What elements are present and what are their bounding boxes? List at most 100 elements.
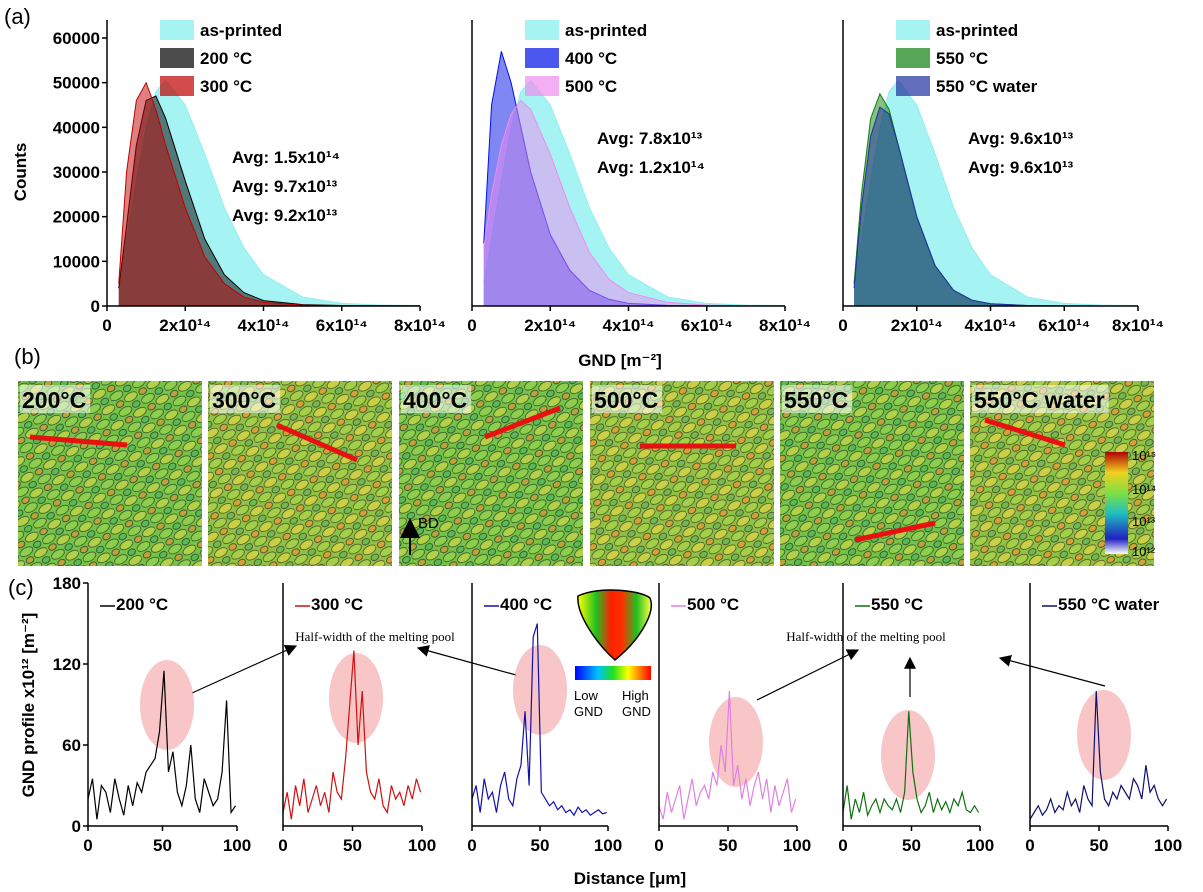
x-tick-label: 50 xyxy=(531,836,550,855)
highlight xyxy=(709,697,763,787)
legend-label: as-printed xyxy=(565,21,647,40)
scan-line xyxy=(484,405,561,440)
y-tick-label: 60000 xyxy=(53,29,100,48)
legend-label: 550 °C water xyxy=(1058,595,1160,614)
y-axis-label: Counts xyxy=(11,143,30,202)
x-tick-label: 100 xyxy=(223,836,251,855)
legend-label: 200 °C xyxy=(116,595,168,614)
area-fill xyxy=(118,82,421,307)
x-tick-label: 0 xyxy=(838,836,847,855)
y-tick-label: 30000 xyxy=(53,163,100,182)
micrograph-label: 300°C xyxy=(212,387,276,413)
legend-label: 300 °C xyxy=(311,595,363,614)
x-tick-label: 50 xyxy=(343,836,362,855)
x-tick-label: 100 xyxy=(1154,836,1182,855)
x-axis-label: GND [m⁻²] xyxy=(578,351,662,370)
annotation: Avg: 9.7x10¹³ xyxy=(232,177,338,196)
label-bg xyxy=(20,385,91,413)
x-tick-label: 50 xyxy=(719,836,738,855)
highlight xyxy=(513,645,567,735)
x-tick-label: 8x10¹⁴ xyxy=(1112,316,1164,335)
x-tick-label: 2x10¹⁴ xyxy=(891,316,943,335)
line xyxy=(282,650,422,820)
x-tick-label: 4x10¹⁴ xyxy=(603,316,655,335)
inset: Low GND High GND xyxy=(574,589,652,719)
label-bg xyxy=(972,385,1109,413)
highlight xyxy=(1077,690,1131,780)
x-tick-label: 50 xyxy=(1090,836,1109,855)
x-tick-label: 4x10¹⁴ xyxy=(965,316,1017,335)
panel-label: (a) xyxy=(4,4,31,29)
panel-label: (b) xyxy=(14,344,41,369)
x-tick-label: 6x10¹⁴ xyxy=(1038,316,1090,335)
legend-label: as-printed xyxy=(200,21,282,40)
bd-label: BD xyxy=(418,515,439,532)
legend-swatch xyxy=(896,48,930,68)
annotation: Avg: 9.6x10¹³ xyxy=(968,129,1074,148)
colorbar-label: 10¹² xyxy=(1132,544,1156,559)
annotation: Avg: 1.5x10¹⁴ xyxy=(232,148,340,167)
y-tick-label: 50000 xyxy=(53,74,100,93)
x-tick-label: 100 xyxy=(783,836,811,855)
legend-label: 300 °C xyxy=(200,77,252,96)
area-fill xyxy=(854,107,1138,306)
micrograph-label: 550°C xyxy=(784,387,848,413)
arrows xyxy=(191,644,1106,701)
x-tick-label: 8x10¹⁴ xyxy=(394,316,446,335)
x-tick-label: 0 xyxy=(467,316,476,335)
annotation: Avg: 9.2x10¹³ xyxy=(232,206,338,225)
y-tick-label: 40000 xyxy=(53,118,100,137)
inset-label: Low xyxy=(574,688,598,703)
inset-label: GND xyxy=(622,704,651,719)
legend-label: 500 °C xyxy=(565,77,617,96)
line xyxy=(842,711,980,820)
colorbar xyxy=(1105,452,1128,554)
legend-label: 500 °C xyxy=(687,595,739,614)
micrograph-label: 550°C water xyxy=(974,387,1105,413)
colorbar-label: 10¹⁵ xyxy=(1132,448,1156,463)
y-tick-label: 0 xyxy=(91,297,100,316)
legend-swatch xyxy=(525,76,559,96)
annotation: Avg: 7.8x10¹³ xyxy=(597,129,703,148)
scan-line xyxy=(984,417,1066,448)
annotation: Half-width of the melting pool xyxy=(295,629,455,644)
y-tick-label: 60 xyxy=(62,736,81,755)
legend-label: 550 °C xyxy=(871,595,923,614)
y-tick-label: 120 xyxy=(53,655,81,674)
legend-label: as-printed xyxy=(936,21,1018,40)
y-tick-label: 10000 xyxy=(53,252,100,271)
legend-swatch xyxy=(160,20,194,40)
x-tick-label: 100 xyxy=(594,836,622,855)
x-tick-label: 4x10¹⁴ xyxy=(238,316,290,335)
y-tick-label: 0 xyxy=(72,817,81,836)
legend-swatch xyxy=(160,48,194,68)
x-tick-label: 0 xyxy=(838,316,847,335)
micrograph-label: 500°C xyxy=(594,387,658,413)
x-tick-label: 0 xyxy=(83,836,92,855)
highlight xyxy=(140,660,194,750)
legend-label: 400 °C xyxy=(500,595,552,614)
label-bg xyxy=(210,385,281,413)
legend-swatch xyxy=(896,20,930,40)
legend-swatch xyxy=(896,76,930,96)
label-bg xyxy=(592,385,663,413)
colorbar-label: 10¹⁴ xyxy=(1132,482,1156,497)
legend-swatch xyxy=(525,20,559,40)
inset-label: High xyxy=(622,688,649,703)
panel-label: (c) xyxy=(8,575,34,600)
area-fill xyxy=(483,100,785,307)
colorbar-label: 10¹³ xyxy=(1132,514,1156,529)
line xyxy=(1029,690,1168,820)
y-axis-label: GND profile x10¹² [m⁻²] xyxy=(19,613,38,798)
annotation: Avg: 9.6x10¹³ xyxy=(968,158,1074,177)
area-outline xyxy=(483,99,786,307)
x-tick-label: 8x10¹⁴ xyxy=(759,316,811,335)
x-tick-label: 0 xyxy=(467,836,476,855)
x-tick-label: 6x10¹⁴ xyxy=(681,316,733,335)
legend-label: 400 °C xyxy=(565,49,617,68)
legend-label: 200 °C xyxy=(200,49,252,68)
legend-label: 550 °C water xyxy=(936,77,1038,96)
x-tick-label: 100 xyxy=(966,836,994,855)
label-bg xyxy=(401,385,472,413)
